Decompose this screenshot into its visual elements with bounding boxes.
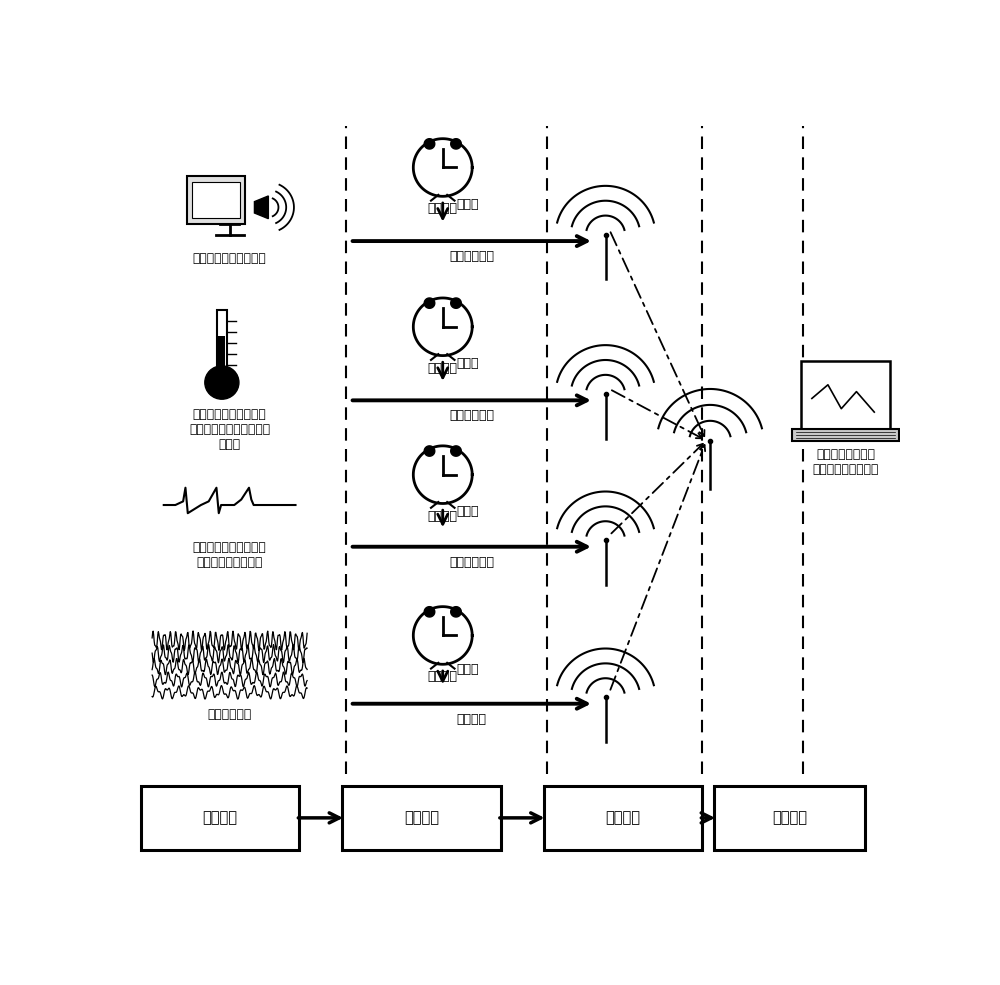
Polygon shape xyxy=(424,446,435,456)
FancyBboxPatch shape xyxy=(140,786,299,850)
Text: 同步子钟: 同步子钟 xyxy=(428,202,458,216)
Text: 刺激器：视觉、听觉等: 刺激器：视觉、听觉等 xyxy=(193,252,266,265)
Text: 数据对齐: 数据对齐 xyxy=(772,811,807,825)
Text: 加时间戳: 加时间戳 xyxy=(404,811,439,825)
Text: 脑电信号: 脑电信号 xyxy=(457,713,487,726)
Text: 时间戳: 时间戳 xyxy=(457,664,479,677)
Circle shape xyxy=(205,365,239,399)
FancyBboxPatch shape xyxy=(342,786,501,850)
Text: 生理变量参数: 生理变量参数 xyxy=(449,556,494,568)
Polygon shape xyxy=(413,446,472,503)
Polygon shape xyxy=(451,607,461,617)
Text: 生理变量采集设备：心
电、皮肤电，体温等: 生理变量采集设备：心 电、皮肤电，体温等 xyxy=(193,542,266,569)
Text: 环境变量参数: 环境变量参数 xyxy=(449,410,494,423)
Polygon shape xyxy=(424,607,435,617)
Polygon shape xyxy=(451,446,461,456)
FancyBboxPatch shape xyxy=(714,786,865,850)
Text: 接收同步采集数据
根据时间戳对齐数据: 接收同步采集数据 根据时间戳对齐数据 xyxy=(813,448,879,476)
Polygon shape xyxy=(424,297,435,308)
Text: 数据采集: 数据采集 xyxy=(202,811,237,825)
Text: 同步子钟: 同步子钟 xyxy=(428,361,458,374)
Text: 同步子钟: 同步子钟 xyxy=(428,509,458,523)
Bar xyxy=(187,176,245,225)
Text: 无线传输: 无线传输 xyxy=(605,811,640,825)
Bar xyxy=(217,310,227,382)
Polygon shape xyxy=(413,607,472,664)
Text: 脑电采集设备: 脑电采集设备 xyxy=(208,707,252,720)
Bar xyxy=(192,182,240,218)
Text: 环境变量采集设备：室
温、光照、噪声、温度、
湿度等: 环境变量采集设备：室 温、光照、噪声、温度、 湿度等 xyxy=(189,408,270,451)
Text: 刺激同步信号: 刺激同步信号 xyxy=(449,250,494,263)
Polygon shape xyxy=(413,139,472,196)
Text: 时间戳: 时间戳 xyxy=(457,358,479,370)
Text: 时间戳: 时间戳 xyxy=(457,198,479,211)
Text: 时间戳: 时间戳 xyxy=(457,504,479,517)
Bar xyxy=(801,361,890,429)
Polygon shape xyxy=(424,139,435,149)
Bar xyxy=(792,429,899,441)
Polygon shape xyxy=(413,297,472,356)
Bar xyxy=(218,336,225,382)
Polygon shape xyxy=(451,297,461,308)
FancyBboxPatch shape xyxy=(544,786,702,850)
Text: 同步子钟: 同步子钟 xyxy=(428,671,458,684)
Polygon shape xyxy=(451,139,461,149)
Polygon shape xyxy=(254,196,268,219)
